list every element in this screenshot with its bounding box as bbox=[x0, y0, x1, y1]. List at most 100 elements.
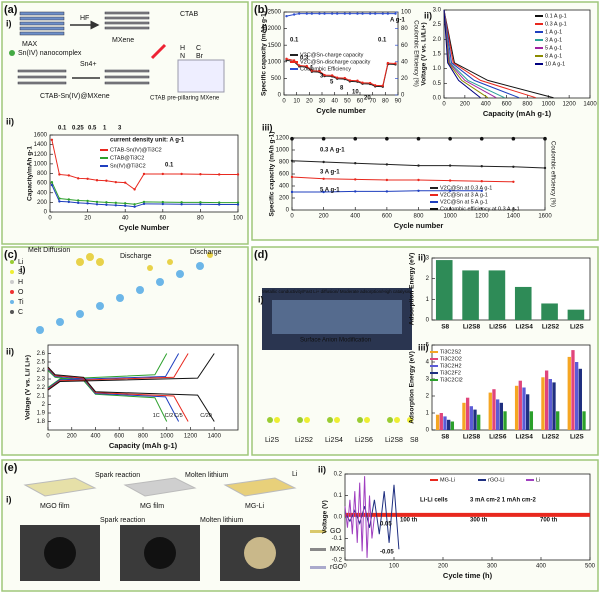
legend-label: 1 A g-1 bbox=[545, 29, 562, 35]
bar bbox=[556, 411, 560, 430]
point bbox=[348, 12, 352, 15]
point bbox=[322, 177, 325, 180]
point bbox=[343, 12, 346, 15]
point bbox=[348, 79, 352, 82]
bar bbox=[435, 260, 453, 320]
x-tick-label: 600 bbox=[382, 214, 393, 220]
x-tick-label: 200 bbox=[460, 102, 471, 108]
y-tick-label: 2.2 bbox=[37, 385, 46, 391]
point bbox=[394, 12, 397, 15]
y-tick-label: 2500 bbox=[268, 10, 282, 16]
series-line bbox=[47, 366, 215, 422]
x-tick-label: 40 bbox=[122, 216, 129, 222]
x-axis-label: Cycle time (h) bbox=[443, 571, 493, 580]
panel-text: ii) bbox=[6, 116, 14, 126]
point bbox=[236, 173, 240, 176]
x-tick-label: 1200 bbox=[475, 214, 489, 220]
x-tick-label: Li2S8 bbox=[463, 434, 481, 441]
x-tick-label: 50 bbox=[344, 99, 351, 105]
annotation: 3 bbox=[118, 126, 122, 132]
x-tick-label: 1400 bbox=[583, 102, 597, 108]
panel-text: MXene bbox=[112, 37, 134, 44]
point bbox=[543, 166, 547, 170]
y-tick-label: 0 bbox=[44, 210, 48, 216]
x-tick-label: 600 bbox=[114, 434, 125, 440]
panel-text: ii) bbox=[418, 252, 426, 262]
y-tick-label: 4 bbox=[426, 360, 430, 366]
bar bbox=[567, 309, 585, 320]
x-tick-label: 200 bbox=[438, 564, 449, 570]
point bbox=[354, 162, 357, 165]
annotation: 700 th bbox=[540, 518, 558, 524]
x-tick-label: 500 bbox=[585, 564, 596, 570]
panel-text: H bbox=[18, 279, 23, 286]
point bbox=[218, 203, 221, 206]
y-tick-label: -0.2 bbox=[332, 558, 343, 564]
chart: 0 1 2 3 Adsorption Energy (eV) S8 Li2S8 Li2S6 Li… bbox=[409, 253, 591, 331]
panel-text: S8 bbox=[410, 437, 419, 444]
x-tick-label: 0 bbox=[48, 216, 52, 222]
legend-label: Ti3C2Cl2 bbox=[440, 377, 463, 383]
y-tick-label: 1.5 bbox=[433, 52, 442, 58]
series-line bbox=[286, 13, 396, 17]
bar bbox=[462, 270, 479, 320]
point bbox=[480, 189, 483, 192]
panel-text: Li bbox=[292, 471, 298, 478]
annotation: 10 bbox=[352, 90, 359, 96]
point bbox=[417, 178, 420, 182]
series-line bbox=[286, 59, 396, 88]
x-tick-label: 1600 bbox=[538, 214, 552, 220]
bar bbox=[541, 303, 558, 320]
x-tick-label: 20 bbox=[306, 99, 313, 105]
annotation: 0.3 bbox=[300, 56, 309, 62]
x-tick-label: Li2S bbox=[570, 324, 584, 331]
legend-label: CTAB@Ti3C2 bbox=[110, 155, 144, 161]
annotation: 0.1 bbox=[58, 126, 67, 132]
x-tick-label: 0 bbox=[46, 434, 50, 440]
bar bbox=[499, 402, 503, 430]
annotation: 0.3 A g-1 bbox=[320, 148, 345, 154]
point bbox=[124, 204, 127, 207]
point bbox=[354, 190, 357, 193]
y-tick-label: 0.2 bbox=[334, 472, 343, 478]
point bbox=[368, 81, 372, 85]
panel-text: MG film bbox=[140, 503, 164, 510]
annotation: 0.5 bbox=[88, 126, 97, 132]
panel-text: S bbox=[18, 269, 23, 276]
panel-text: i) bbox=[20, 264, 26, 274]
star-marker bbox=[479, 136, 484, 141]
bar bbox=[578, 368, 582, 430]
panel-text: Ti bbox=[18, 299, 24, 306]
panel-text: MG-Li bbox=[245, 503, 265, 510]
point bbox=[361, 81, 364, 84]
y2-tick-label: 40 bbox=[401, 59, 408, 65]
point bbox=[310, 12, 314, 15]
x-tick-label: 1200 bbox=[184, 434, 198, 440]
point bbox=[124, 181, 127, 184]
point bbox=[292, 13, 296, 16]
point bbox=[50, 183, 54, 187]
series-line bbox=[51, 139, 238, 191]
y-axis-label: Specific capacity (mAh g-1) bbox=[269, 132, 276, 217]
x-tick-label: Li2S6 bbox=[489, 434, 507, 441]
legend-label: 0.1 A g-1 bbox=[545, 13, 567, 19]
point bbox=[290, 175, 294, 179]
point bbox=[385, 190, 389, 193]
bar bbox=[443, 416, 447, 430]
point bbox=[124, 202, 127, 205]
y-axis-label: Adsorption Energy (eV) bbox=[409, 351, 416, 424]
x-axis-label: Cycle number bbox=[316, 106, 366, 115]
y-tick-label: 1200 bbox=[276, 136, 290, 142]
y-tick-label: 0.1 bbox=[334, 493, 343, 499]
x-tick-label: 600 bbox=[502, 102, 513, 108]
y-axis-label: Adsorption Energy (eV) bbox=[409, 253, 416, 326]
panel-text: GO bbox=[330, 528, 341, 535]
point bbox=[385, 163, 389, 166]
panel-text: C bbox=[18, 309, 23, 316]
panel-label: (c) bbox=[4, 249, 18, 261]
star-marker bbox=[416, 136, 421, 141]
legend-label: 0.3 A g-1 bbox=[545, 21, 567, 27]
point bbox=[298, 12, 301, 15]
bar bbox=[514, 385, 519, 430]
legend-label: Ti3C2S2 bbox=[440, 349, 461, 355]
